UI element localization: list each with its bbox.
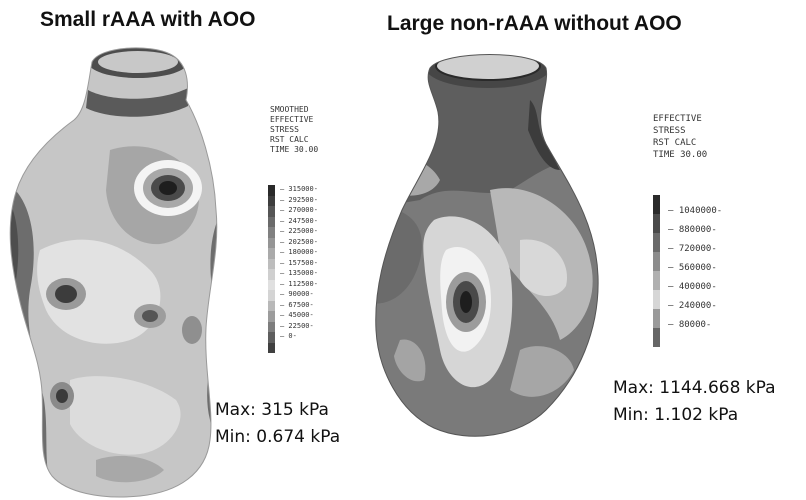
legend-line: EFFECTIVE [270, 115, 314, 124]
scale-swatch [268, 342, 275, 353]
left-stats: Max: 315 kPa Min: 0.674 kPa [215, 397, 340, 451]
right-min-label: Min: 1.102 kPa [613, 405, 739, 425]
scale-tick-label: – 247500- [280, 216, 318, 225]
left-legend-header: SMOOTHED EFFECTIVE STRESS RST CALC TIME 30.0… [270, 105, 318, 155]
scale-swatch [268, 332, 275, 343]
scale-tick-label: – 112500- [280, 279, 318, 288]
left-aneurysm-model-image [9, 47, 218, 498]
left-panel-title: Small rAAA with AOO [40, 8, 256, 31]
scale-tick-label: – 560000- [668, 263, 717, 273]
legend-line: STRESS [270, 125, 299, 134]
scale-tick-label: – 240000- [668, 301, 717, 311]
scale-swatch [268, 321, 275, 332]
scale-swatch [268, 248, 275, 259]
scale-tick-label: – 90000- [280, 290, 314, 298]
legend-line: EFFECTIVE [653, 114, 702, 124]
right-panel: Large non-rAAA without AOO [360, 0, 806, 500]
scale-tick-label: – 22500- [280, 321, 314, 330]
scale-tick-label: – 67500- [280, 300, 314, 309]
right-panel-title: Large non-rAAA without AOO [387, 12, 682, 35]
scale-tick-label: – 292500- [280, 195, 318, 204]
right-scale-swatches [653, 195, 660, 347]
scale-tick-label: – 180000- [280, 248, 318, 256]
left-panel: Small rAAA with AOO [0, 0, 400, 500]
scale-swatch [653, 252, 660, 271]
left-min-label: Min: 0.674 kPa [215, 427, 341, 447]
scale-swatch [653, 309, 660, 328]
scale-tick-label: – 315000- [280, 185, 318, 193]
scale-swatch [268, 290, 275, 301]
scale-tick-label: – 202500- [280, 237, 318, 246]
scale-swatch [268, 195, 275, 206]
legend-line: TIME 30.00 [270, 145, 319, 154]
scale-swatch [268, 300, 275, 311]
scale-swatch [268, 258, 275, 269]
legend-line: SMOOTHED [270, 105, 309, 114]
scale-tick-label: – 135000- [280, 269, 318, 277]
right-aneurysm-model-image [375, 54, 599, 437]
scale-swatch [653, 233, 660, 252]
scale-tick-label: – 400000- [668, 282, 717, 292]
scale-swatch [268, 227, 275, 238]
scale-swatch [653, 328, 660, 347]
scale-swatch [268, 206, 275, 217]
left-scale-swatches [268, 185, 275, 353]
scale-tick-label: – 0- [280, 332, 297, 340]
left-max-label: Max: 315 kPa [215, 400, 329, 420]
right-legend-header: EFFECTIVE STRESS RST CALC TIME 30.00 [653, 113, 707, 161]
scale-tick-label: – 45000- [280, 311, 314, 319]
legend-line: RST CALC [270, 135, 309, 144]
scale-tick-label: – 1040000- [668, 206, 723, 216]
legend-line: RST CALC [653, 138, 697, 148]
scale-swatch [268, 279, 275, 290]
scale-swatch [268, 269, 275, 280]
scale-swatch [268, 216, 275, 227]
right-max-label: Max: 1144.668 kPa [613, 378, 776, 398]
scale-swatch [653, 290, 660, 309]
scale-swatch [653, 271, 660, 290]
scale-swatch [653, 214, 660, 233]
legend-line: TIME 30.00 [653, 150, 708, 160]
legend-line: STRESS [653, 126, 686, 136]
scale-tick-label: – 225000- [280, 227, 318, 235]
scale-swatch [653, 195, 660, 214]
scale-swatch [268, 237, 275, 248]
scale-tick-label: – 157500- [280, 258, 318, 267]
scale-tick-label: – 720000- [668, 244, 717, 254]
scale-swatch [268, 311, 275, 322]
scale-tick-label: – 880000- [668, 225, 717, 235]
right-stats: Max: 1144.668 kPa Min: 1.102 kPa [613, 375, 776, 429]
scale-tick-label: – 80000- [668, 320, 712, 330]
scale-swatch [268, 185, 275, 196]
scale-tick-label: – 270000- [280, 206, 318, 214]
